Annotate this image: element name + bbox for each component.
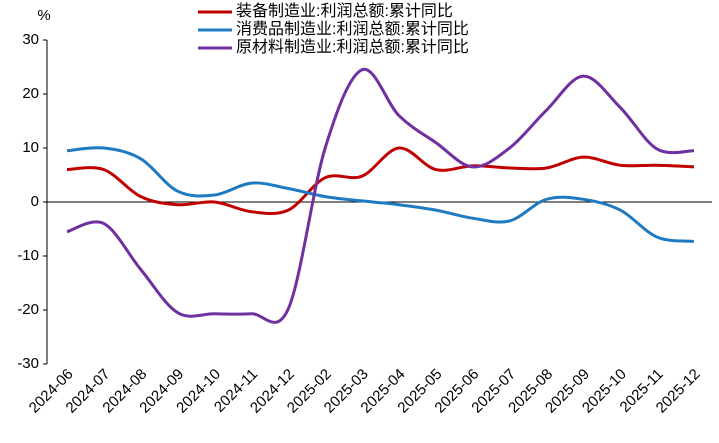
legend-label: 消费品制造业:利润总额:累计同比 — [236, 20, 469, 38]
legend-label: 原材料制造业:利润总额:累计同比 — [236, 38, 469, 56]
y-tick-label: 0 — [31, 193, 39, 210]
series-line — [66, 146, 695, 216]
series-line — [66, 67, 695, 324]
y-axis-label: % — [37, 7, 50, 24]
y-tick-label: 30 — [22, 31, 39, 48]
y-tick-label: 10 — [22, 139, 39, 156]
legend-label: 装备制造业:利润总额:累计同比 — [236, 2, 453, 20]
y-tick-label: 20 — [22, 85, 39, 102]
y-tick-label: -20 — [17, 301, 39, 318]
y-tick-label: -10 — [17, 247, 39, 264]
series-line — [66, 146, 695, 243]
y-tick-label: -30 — [17, 355, 39, 372]
